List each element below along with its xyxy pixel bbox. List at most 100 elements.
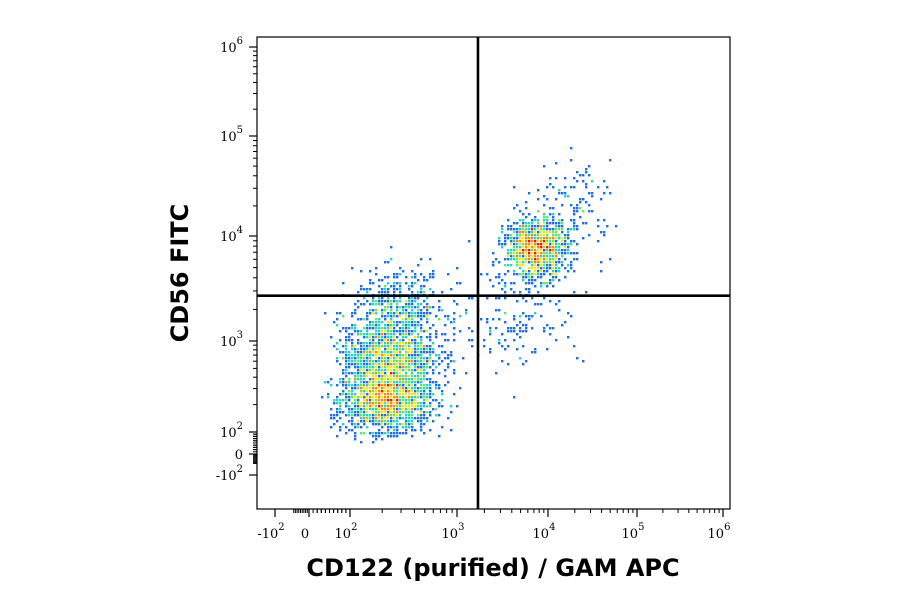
density-dot (543, 258, 546, 261)
density-dot (420, 405, 423, 408)
density-dot (531, 222, 534, 225)
density-dot (438, 309, 441, 312)
density-dot (531, 225, 534, 228)
density-dot (579, 198, 582, 201)
density-dot (405, 423, 408, 426)
density-dot (408, 288, 411, 291)
density-dot (585, 183, 588, 186)
density-dot (345, 387, 348, 390)
density-dot (573, 219, 576, 222)
density-dot (357, 405, 360, 408)
density-dot (393, 273, 396, 276)
density-dot (579, 174, 582, 177)
density-dot (429, 288, 432, 291)
y-tick-label: 103 (220, 330, 243, 350)
density-dot (444, 369, 447, 372)
density-dot (516, 231, 519, 234)
density-dot (381, 315, 384, 318)
density-dot (504, 312, 507, 315)
density-dot (585, 186, 588, 189)
density-dot (525, 288, 528, 291)
density-dot (507, 264, 510, 267)
density-dot (345, 396, 348, 399)
density-dot (375, 273, 378, 276)
density-dot (336, 420, 339, 423)
density-dot (345, 405, 348, 408)
density-dot (414, 342, 417, 345)
density-dot (402, 432, 405, 435)
density-dot (351, 393, 354, 396)
density-dot (396, 345, 399, 348)
density-dot (396, 387, 399, 390)
density-dot (405, 357, 408, 360)
density-dot (381, 405, 384, 408)
density-dot (405, 381, 408, 384)
density-dot (546, 258, 549, 261)
density-dot (372, 363, 375, 366)
density-dot (423, 396, 426, 399)
density-dot (381, 390, 384, 393)
density-dot (549, 222, 552, 225)
density-dot (552, 255, 555, 258)
density-dot (372, 432, 375, 435)
density-dot (390, 435, 393, 438)
density-dot (534, 252, 537, 255)
density-dot (402, 405, 405, 408)
density-dot (414, 366, 417, 369)
density-dot (543, 237, 546, 240)
density-dot (570, 186, 573, 189)
density-dot (441, 390, 444, 393)
density-dot (408, 297, 411, 300)
density-dot (402, 270, 405, 273)
density-dot (504, 291, 507, 294)
density-dot (363, 375, 366, 378)
density-dot (543, 219, 546, 222)
density-dot (540, 228, 543, 231)
density-dot (384, 333, 387, 336)
density-dot (465, 309, 468, 312)
density-dot (462, 357, 465, 360)
density-dot (507, 330, 510, 333)
density-dot (393, 360, 396, 363)
density-dot (429, 339, 432, 342)
density-dot (384, 354, 387, 357)
density-dot (546, 267, 549, 270)
density-dot (534, 303, 537, 306)
density-dot (369, 360, 372, 363)
density-dot (573, 225, 576, 228)
density-dot (402, 321, 405, 324)
density-dot (378, 393, 381, 396)
density-dot (363, 402, 366, 405)
density-dot (429, 258, 432, 261)
density-dot (459, 282, 462, 285)
x-tick-label: -102 (257, 522, 284, 542)
density-dot (378, 384, 381, 387)
density-dot (339, 378, 342, 381)
density-dot (438, 306, 441, 309)
density-dot (420, 396, 423, 399)
density-dot (585, 171, 588, 174)
density-dot (432, 381, 435, 384)
density-dot (402, 318, 405, 321)
density-dot (507, 225, 510, 228)
density-dot (525, 282, 528, 285)
density-dot (381, 399, 384, 402)
density-dot (375, 360, 378, 363)
density-dot (396, 315, 399, 318)
density-dot (351, 402, 354, 405)
density-dot (366, 288, 369, 291)
density-dot (414, 324, 417, 327)
density-dot (411, 354, 414, 357)
density-dot (381, 351, 384, 354)
density-dot (357, 366, 360, 369)
density-dot (402, 363, 405, 366)
density-dot (411, 348, 414, 351)
density-dot (378, 366, 381, 369)
density-dot (564, 192, 567, 195)
density-dot (513, 240, 516, 243)
density-dot (393, 396, 396, 399)
density-dot (504, 264, 507, 267)
density-dot (540, 231, 543, 234)
density-dot (399, 333, 402, 336)
density-dot (399, 417, 402, 420)
